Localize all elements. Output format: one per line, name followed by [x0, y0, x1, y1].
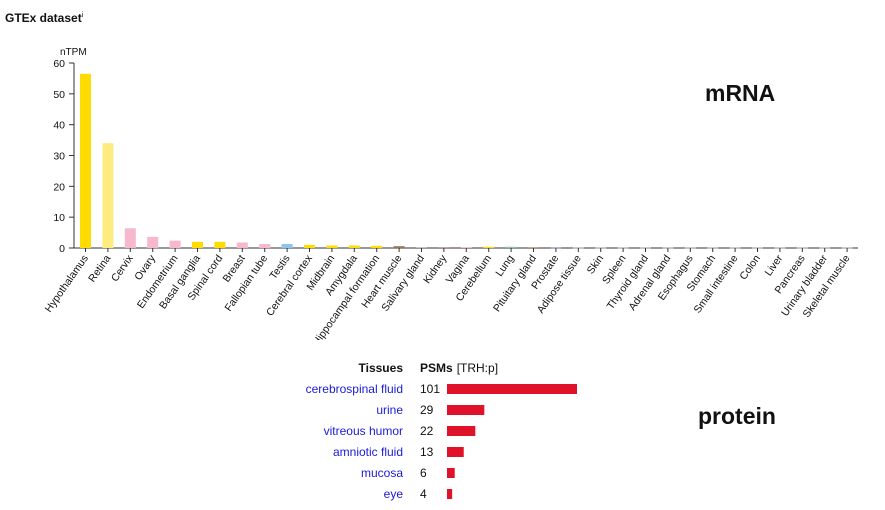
bar — [438, 247, 450, 248]
bar — [124, 228, 136, 248]
psm-bar — [447, 405, 485, 415]
x-tick-label: Colon — [737, 253, 763, 282]
y-tick-label: 30 — [53, 151, 65, 163]
bar — [214, 241, 226, 248]
tissue-link[interactable]: mucosa — [361, 466, 403, 480]
bar — [819, 247, 831, 249]
psm-bar — [447, 447, 464, 457]
bar — [528, 247, 539, 248]
dataset-title-text: GTEx dataset — [5, 11, 82, 25]
column-header-psms-suffix: [TRH:p] — [457, 361, 498, 375]
y-tick-label: 0 — [59, 243, 65, 255]
bar — [326, 245, 338, 248]
tissue-link[interactable]: eye — [384, 487, 404, 501]
bar — [729, 247, 741, 249]
bar — [169, 240, 181, 248]
dataset-title: GTEx dataseti — [5, 11, 83, 25]
x-tick-label: Cervix — [109, 252, 136, 284]
bar — [684, 247, 696, 249]
bar — [304, 244, 315, 248]
bar — [259, 243, 271, 248]
bar — [595, 247, 607, 249]
psm-bar — [447, 468, 455, 478]
column-header-psms: PSMs [TRH:p] — [420, 361, 498, 375]
y-axis-label: nTPM — [60, 47, 87, 58]
tissue-link[interactable]: amniotic fluid — [333, 445, 403, 459]
bar — [617, 247, 629, 249]
psm-value: 29 — [420, 403, 434, 417]
x-tick-label: Skin — [585, 253, 607, 277]
bar — [393, 246, 405, 248]
psm-value: 13 — [420, 445, 434, 459]
y-tick-label: 20 — [53, 181, 65, 193]
x-tick-label: Retina — [86, 253, 113, 285]
mrna-label: mRNA — [705, 80, 776, 106]
bar — [572, 247, 584, 249]
tissue-link[interactable]: urine — [376, 403, 403, 417]
column-header-tissues: Tissues — [359, 361, 404, 375]
bar — [550, 247, 562, 249]
y-tick-label: 40 — [53, 120, 65, 132]
bar — [192, 241, 203, 248]
y-tick-label: 50 — [53, 89, 65, 101]
mrna-bar-chart: nTPM 0 10 20 30 40 50 60 HypothalamusRetinaCervi… — [43, 47, 858, 340]
tissue-link[interactable]: cerebrospinal fluid — [306, 382, 403, 396]
column-header-psms-bold: PSMs — [420, 361, 453, 375]
bar — [640, 247, 651, 249]
psm-value: 22 — [420, 424, 434, 438]
bar — [460, 247, 472, 248]
bar — [416, 247, 427, 248]
bar — [80, 73, 91, 249]
bar — [662, 247, 674, 249]
tissue-link[interactable]: vitreous humor — [324, 424, 403, 438]
bar — [774, 247, 786, 249]
bar — [841, 247, 853, 249]
x-tick-label: Hypothalamus — [43, 253, 91, 315]
psm-bar — [447, 384, 577, 394]
bar — [707, 247, 719, 249]
psm-value: 4 — [420, 487, 427, 501]
bar — [483, 246, 495, 248]
info-icon[interactable]: i — [81, 12, 84, 19]
bar — [348, 245, 360, 248]
protein-psm-chart: Tissues PSMs [TRH:p] cerebrospinal fluid 101… — [306, 361, 577, 501]
y-tick-label: 60 — [53, 58, 65, 70]
bar — [102, 143, 114, 248]
bar — [752, 247, 763, 249]
bar — [236, 242, 248, 248]
bar — [505, 246, 517, 248]
psm-value: 101 — [420, 382, 440, 396]
psm-bar — [447, 489, 453, 499]
bar — [371, 245, 383, 248]
psm-value: 6 — [420, 466, 427, 480]
bar — [147, 236, 159, 248]
bar — [281, 243, 293, 248]
psm-bar — [447, 426, 476, 436]
bar — [796, 247, 808, 249]
y-tick-label: 10 — [53, 212, 65, 224]
protein-label: protein — [698, 403, 776, 429]
